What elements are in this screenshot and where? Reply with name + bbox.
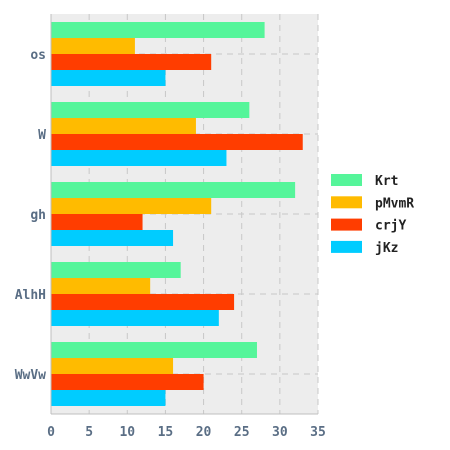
bar [51, 182, 296, 198]
bar [51, 198, 212, 214]
legend-label: pMvmR [375, 196, 414, 211]
category-label: os [30, 48, 46, 63]
legend-label: crjY [375, 219, 406, 234]
category-label: gh [30, 208, 46, 223]
x-tick-label: 35 [310, 425, 326, 440]
legend-swatch [331, 196, 362, 209]
bar [51, 390, 166, 406]
bar [51, 70, 166, 86]
x-tick-label: 25 [234, 425, 250, 440]
bar [51, 374, 204, 390]
bar [51, 118, 196, 134]
x-tick-label: 5 [85, 425, 93, 440]
bar [51, 38, 135, 54]
bar [51, 230, 174, 246]
legend: Krt pMvmR crjY jKz [331, 174, 414, 256]
x-tick-label: 30 [272, 425, 288, 440]
category-label: AlhH [15, 288, 46, 303]
legend-swatch [331, 174, 362, 186]
bars [51, 22, 303, 406]
axes: 0 5 10 15 20 25 30 35 os Wgh AlhH WwVw [15, 14, 326, 440]
bar [51, 22, 265, 38]
category-label: W [38, 128, 46, 143]
legend-swatch [331, 218, 362, 231]
x-tick-label: 0 [47, 425, 55, 440]
bar [51, 54, 212, 70]
legend-swatch [331, 240, 362, 253]
legend-label: jKz [375, 241, 398, 256]
bar [51, 358, 174, 374]
x-tick-label: 15 [158, 425, 174, 440]
bar [51, 310, 219, 326]
x-tick-label: 10 [119, 425, 135, 440]
category-label: WwVw [15, 368, 46, 383]
x-tick-label: 20 [196, 425, 212, 440]
bar [51, 134, 303, 150]
bar [51, 102, 250, 118]
bar [51, 262, 181, 278]
bar [51, 342, 257, 358]
bar [51, 278, 151, 294]
bar [51, 214, 143, 230]
bar [51, 294, 235, 310]
legend-label: Krt [375, 174, 398, 189]
bar [51, 150, 227, 166]
